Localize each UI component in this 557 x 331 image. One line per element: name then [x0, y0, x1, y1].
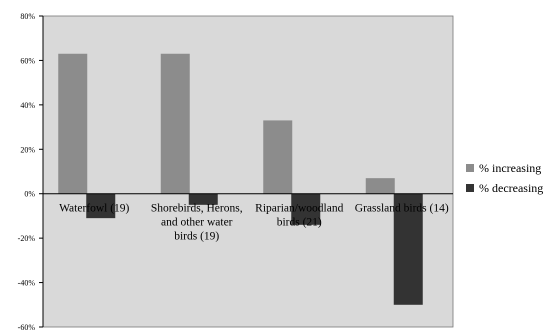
category-label: birds (21) — [277, 217, 322, 229]
bar-increasing — [58, 53, 88, 194]
bar-decreasing — [393, 193, 423, 305]
bar-increasing — [263, 120, 293, 194]
category-label: Riparian/woodland — [255, 203, 343, 215]
y-tick-label: 40% — [20, 101, 35, 110]
bar-decreasing — [291, 193, 321, 225]
bar-decreasing — [188, 193, 218, 205]
y-tick-label: 20% — [20, 145, 35, 154]
legend-swatch — [466, 184, 474, 192]
legend-label: % decreasing — [479, 181, 543, 195]
category-label: Waterfowl (19) — [59, 203, 129, 215]
plot-area — [42, 15, 454, 328]
category-label: Grassland birds (14) — [355, 203, 449, 215]
legend-swatch — [466, 164, 474, 172]
bar-increasing — [160, 53, 190, 194]
y-tick-label: 60% — [20, 56, 35, 65]
y-tick-label: -40% — [18, 279, 36, 288]
category-label: birds (19) — [174, 231, 219, 243]
legend-label: % increasing — [479, 161, 541, 175]
category-label: and other water — [161, 217, 233, 229]
y-tick-label: -20% — [18, 234, 36, 243]
bar-increasing — [365, 178, 395, 194]
y-tick-label: 80% — [20, 12, 35, 21]
bar-decreasing — [86, 193, 116, 219]
y-tick-label: -60% — [18, 323, 36, 331]
y-tick-label: 0% — [24, 190, 35, 199]
category-label: Shorebirds, Herons, — [151, 203, 243, 215]
